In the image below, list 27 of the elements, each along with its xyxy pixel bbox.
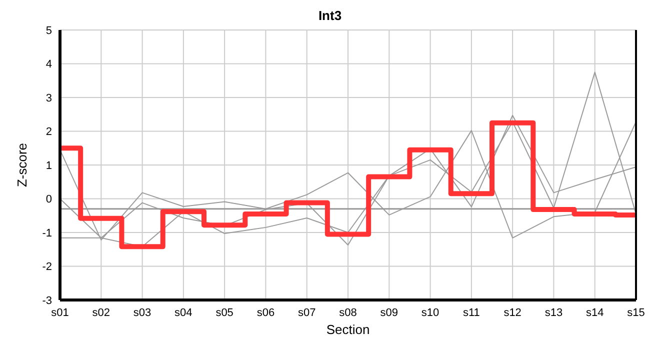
y-tick-label: 1: [46, 160, 52, 172]
x-tick-label: s15: [627, 306, 645, 319]
y-tick-label: -3: [42, 294, 52, 307]
x-tick-label: s04: [174, 306, 192, 319]
x-tick-label: s13: [544, 306, 563, 319]
x-tick-label: s14: [586, 306, 604, 319]
x-tick-label: s11: [462, 306, 480, 319]
x-tick-label: s03: [133, 306, 152, 319]
x-tick-label: s12: [504, 306, 522, 319]
x-tick-label: s06: [256, 306, 275, 319]
x-tick-label: s10: [421, 306, 440, 319]
x-tick-label: s08: [339, 306, 357, 319]
chart-title: Int3: [317, 8, 343, 23]
x-tick-label: s07: [298, 306, 316, 319]
x-tick-label: s01: [51, 306, 69, 319]
y-tick-label: -1: [42, 227, 52, 240]
y-tick-label: 0: [46, 194, 52, 206]
y-tick-label: 2: [46, 126, 52, 138]
y-tick-label: 4: [46, 58, 52, 71]
x-tick-label: s05: [216, 306, 234, 319]
y-tick-label: 3: [46, 92, 52, 104]
y-tick-label: -2: [42, 261, 52, 274]
y-tick-label: 5: [46, 24, 52, 37]
y-axis-title: Z-score: [14, 142, 30, 188]
x-axis-title: Section: [326, 322, 370, 337]
x-tick-label: s02: [92, 306, 110, 319]
x-tick-label: s09: [380, 306, 398, 319]
